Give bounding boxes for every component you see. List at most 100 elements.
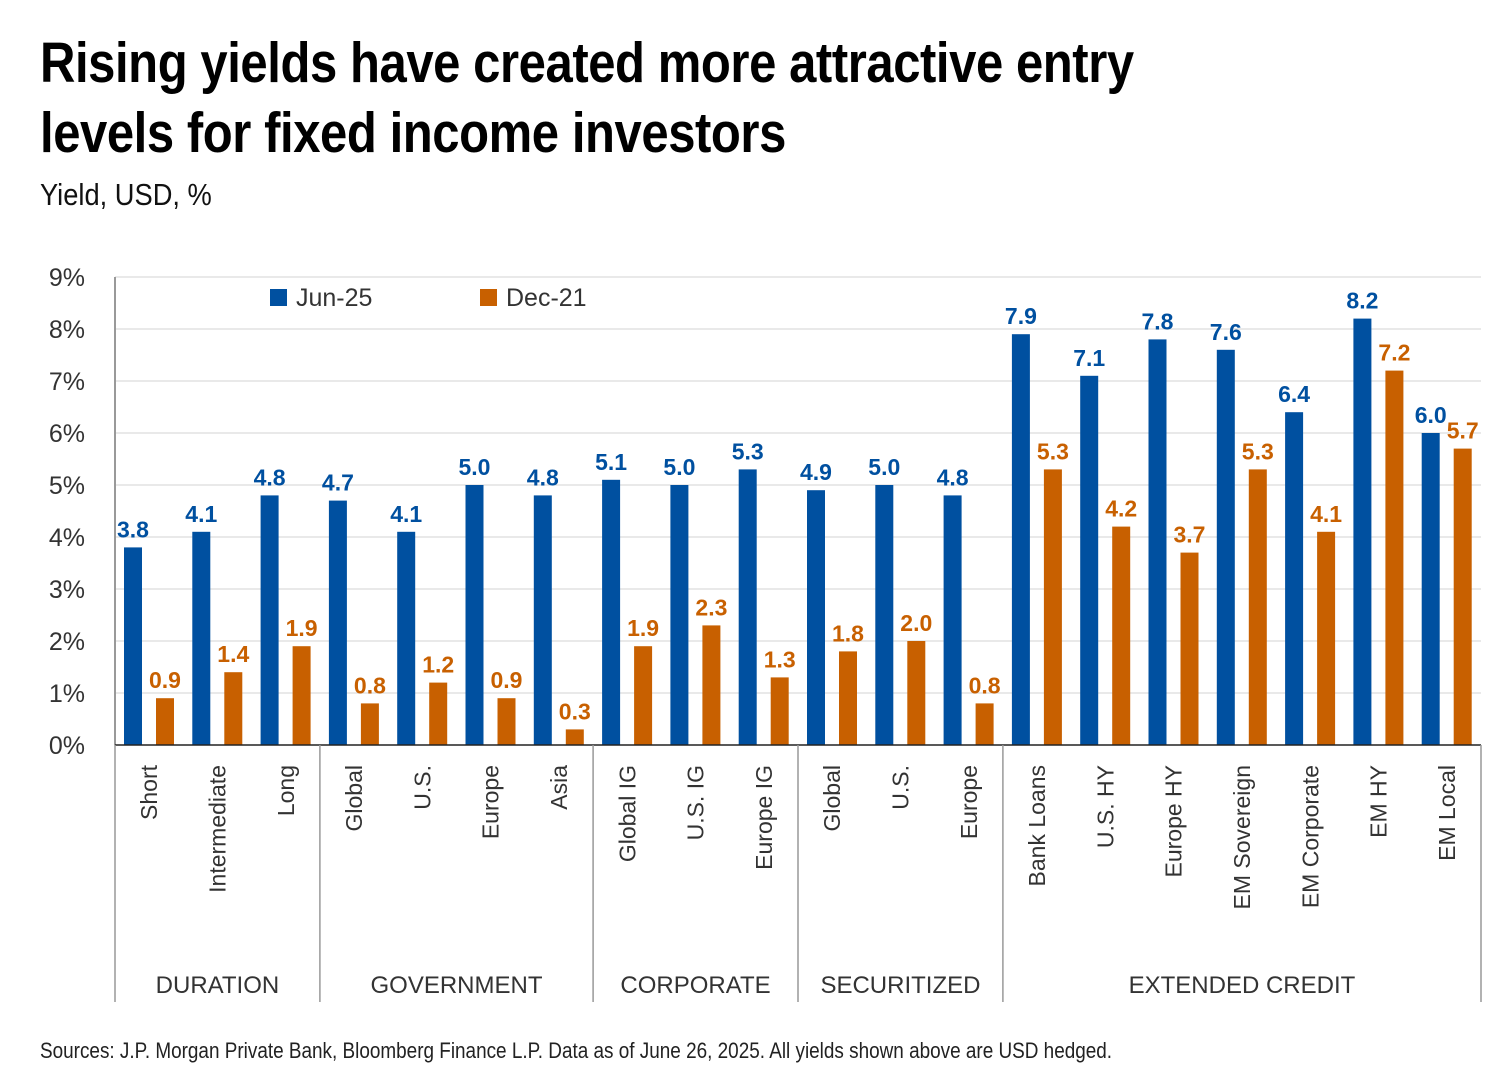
- bar-jun-25: [533, 495, 552, 745]
- data-label-dec-21: 4.2: [1105, 496, 1137, 522]
- data-label-jun-25: 4.8: [527, 464, 559, 490]
- data-label-jun-25: 7.9: [1005, 303, 1037, 329]
- legend-swatch-dec-21: [480, 289, 497, 306]
- data-label-jun-25: 5.0: [459, 454, 491, 480]
- data-label-jun-25: 7.8: [1142, 308, 1174, 334]
- chart-subtitle: Yield, USD, %: [40, 177, 212, 212]
- data-label-jun-25: 4.8: [254, 464, 286, 490]
- category-label: Asia: [546, 765, 572, 810]
- bar-jun-25: [1216, 349, 1235, 745]
- bar-jun-25: [602, 479, 621, 745]
- data-label-dec-21: 5.7: [1447, 418, 1479, 444]
- data-label-dec-21: 0.8: [354, 672, 386, 698]
- data-label-dec-21: 0.9: [491, 667, 523, 693]
- y-tick-label: 3%: [49, 576, 85, 604]
- legend-label: Jun-25: [296, 284, 372, 312]
- data-label-dec-21: 7.2: [1378, 340, 1410, 366]
- bar-jun-25: [1148, 339, 1167, 745]
- data-label-dec-21: 0.3: [559, 698, 591, 724]
- bar-dec-21: [1180, 552, 1199, 745]
- bar-dec-21: [497, 698, 516, 745]
- bar-dec-21: [292, 646, 311, 745]
- data-labels: 3.8 4.1 4.8 4.7 4.1 5.0 4.8 5.1 5.0 5.3 4.9 5.0 4.8 7…: [117, 288, 1479, 725]
- chart-title-line-2: levels for fixed income investors: [40, 101, 786, 165]
- data-label-jun-25: 4.1: [390, 501, 422, 527]
- category-label: EM Local: [1434, 765, 1460, 861]
- group-labels: DURATION GOVERNMENT CORPORATE SECURITIZED EX…: [156, 972, 1356, 999]
- category-label: EM HY: [1366, 765, 1392, 838]
- category-label: EM Sovereign: [1229, 765, 1255, 909]
- bar-dec-21: [1453, 448, 1472, 745]
- data-label-jun-25: 4.1: [185, 501, 217, 527]
- group-label: SECURITIZED: [820, 972, 980, 999]
- bar-dec-21: [156, 698, 174, 745]
- data-label-dec-21: 1.8: [832, 620, 864, 646]
- y-tick-label: 4%: [49, 524, 85, 552]
- legend: Jun-25 Dec-21: [270, 284, 587, 312]
- legend-swatch-jun-25: [270, 289, 287, 306]
- bar-dec-21: [907, 641, 926, 745]
- data-label-jun-25: 3.8: [117, 516, 149, 542]
- category-label: EM Corporate: [1297, 765, 1323, 908]
- bar-dec-21: [634, 646, 653, 745]
- axes: [114, 277, 1482, 1002]
- category-label: Global: [341, 765, 367, 831]
- y-tick-label: 8%: [49, 316, 85, 344]
- group-label: EXTENDED CREDIT: [1129, 972, 1356, 999]
- bar-jun-25: [465, 485, 484, 745]
- data-label-dec-21: 1.4: [217, 641, 249, 667]
- bar-jun-25: [192, 531, 211, 745]
- y-tick-label: 0%: [49, 732, 85, 760]
- bar-jun-25: [875, 485, 894, 745]
- data-label-dec-21: 0.9: [149, 667, 181, 693]
- y-tick-label: 2%: [49, 628, 85, 656]
- group-label: GOVERNMENT: [370, 972, 542, 999]
- bar-jun-25: [1011, 334, 1030, 745]
- chart-title: Rising yields have created more attracti…: [40, 28, 1134, 168]
- data-label-dec-21: 1.9: [627, 615, 659, 641]
- bar-jun-25: [943, 495, 962, 745]
- y-tick-label: 5%: [49, 472, 85, 500]
- category-label: U.S.: [409, 765, 435, 810]
- category-label: U.S. IG: [683, 765, 709, 840]
- bar-dec-21: [770, 677, 789, 745]
- bar-dec-21: [565, 729, 584, 745]
- category-label: Europe IG: [751, 765, 777, 870]
- bar-dec-21: [224, 672, 243, 745]
- category-label: Europe: [478, 765, 504, 839]
- category-label: Global IG: [614, 765, 640, 862]
- bar-jun-25: [1080, 375, 1099, 745]
- source-note: Sources: J.P. Morgan Private Bank, Bloom…: [40, 1038, 1113, 1063]
- category-label: Europe HY: [1161, 765, 1187, 878]
- data-label-jun-25: 8.2: [1346, 288, 1378, 314]
- data-label-jun-25: 7.6: [1210, 319, 1242, 345]
- category-label: Global: [819, 765, 845, 831]
- legend-label: Dec-21: [506, 284, 587, 312]
- category-label: Long: [273, 765, 299, 816]
- bar-jun-25: [124, 547, 142, 745]
- category-label: Short: [136, 764, 162, 820]
- y-tick-label: 6%: [49, 420, 85, 448]
- data-label-dec-21: 3.7: [1174, 522, 1206, 548]
- category-label: U.S. HY: [1092, 765, 1118, 848]
- group-label: CORPORATE: [620, 972, 770, 999]
- category-label: Bank Loans: [1024, 765, 1050, 886]
- data-label-jun-25: 5.0: [663, 454, 695, 480]
- y-tick-label: 7%: [49, 368, 85, 396]
- bar-dec-21: [1248, 469, 1267, 745]
- bar-jun-25: [738, 469, 757, 745]
- data-label-dec-21: 0.8: [969, 672, 1001, 698]
- data-label-dec-21: 1.2: [422, 652, 454, 678]
- data-label-dec-21: 5.3: [1242, 438, 1274, 464]
- bar-jun-25: [807, 490, 825, 745]
- data-label-jun-25: 5.3: [732, 438, 764, 464]
- category-label: Intermediate: [204, 765, 230, 893]
- bar-jun-25: [670, 485, 689, 745]
- bar-jun-25: [328, 500, 347, 745]
- data-label-dec-21: 1.3: [764, 646, 796, 672]
- data-label-jun-25: 5.1: [595, 449, 627, 475]
- bar-jun-25: [1421, 433, 1440, 745]
- data-label-dec-21: 2.3: [695, 594, 727, 620]
- data-label-jun-25: 5.0: [868, 454, 900, 480]
